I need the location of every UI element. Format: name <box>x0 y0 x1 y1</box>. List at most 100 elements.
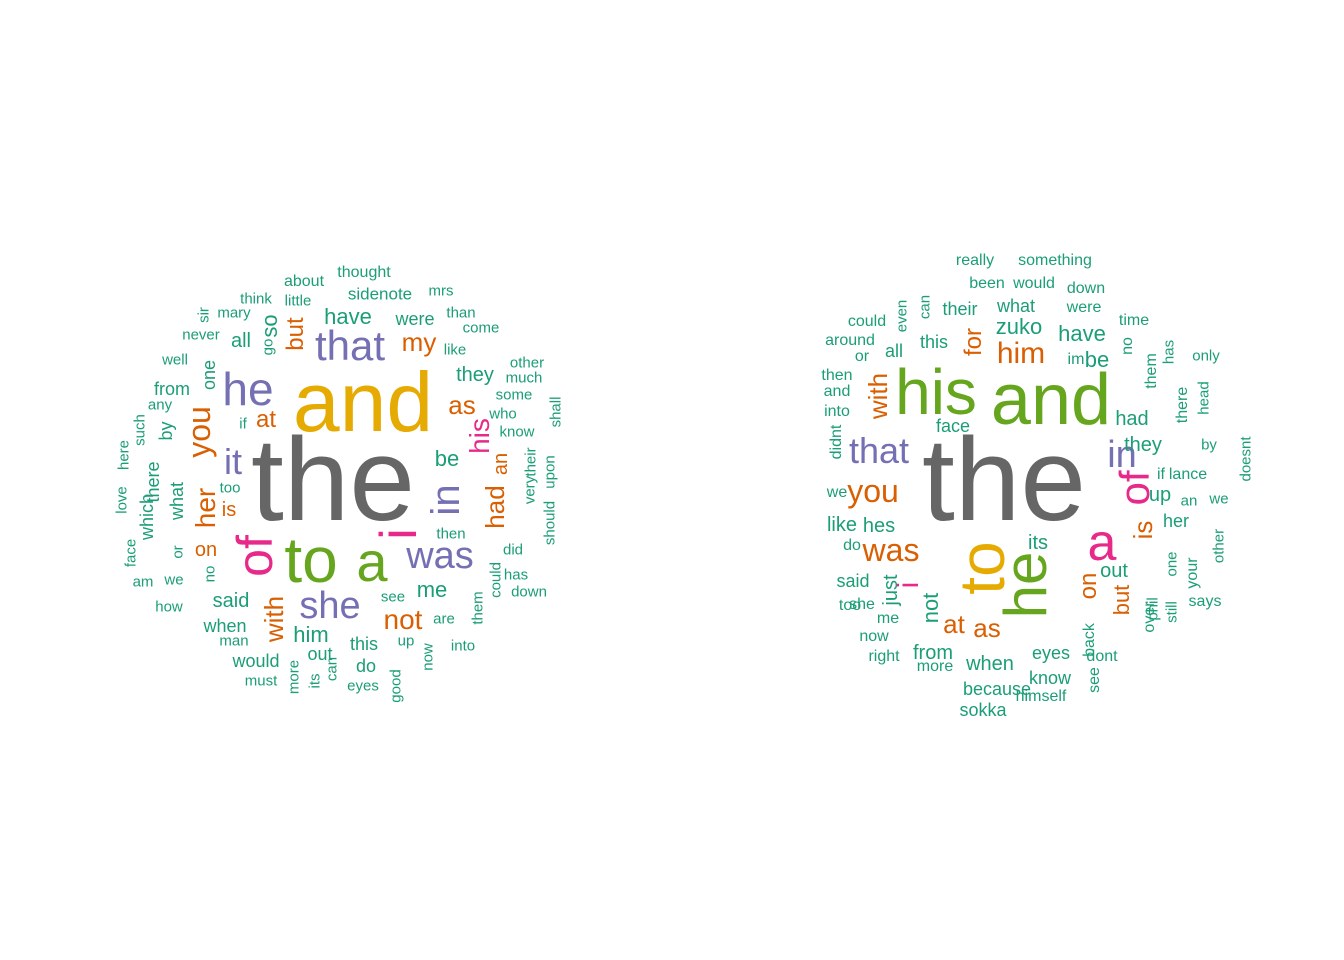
word-but: but <box>282 317 309 351</box>
word-love: love <box>113 486 131 514</box>
word-says: says <box>1188 593 1222 610</box>
word-for: for <box>960 327 987 357</box>
word-we: we <box>164 571 184 589</box>
word-if: if <box>239 415 247 433</box>
word-good: good <box>387 669 405 703</box>
word-said: said <box>836 571 870 591</box>
word-like: like <box>826 514 858 536</box>
word-of: of <box>227 535 283 577</box>
word-what: what <box>996 296 1036 316</box>
word-me: me <box>416 577 448 602</box>
word-them: them <box>469 591 487 625</box>
word-this: this <box>919 332 949 352</box>
word-a: a <box>356 530 388 593</box>
word-who: who <box>489 405 517 423</box>
word-we: we <box>1209 490 1229 508</box>
word-with: with <box>259 595 289 643</box>
word-man: man <box>219 632 249 650</box>
word-eyes: eyes <box>1031 643 1071 663</box>
word-so: so <box>257 314 282 338</box>
word-more: more <box>916 658 954 675</box>
word-too: too <box>838 597 862 614</box>
word-but: but <box>1109 584 1134 616</box>
word-on: on <box>1075 572 1102 600</box>
word-would: would <box>1013 275 1055 292</box>
word-them: them <box>1143 353 1160 389</box>
word-now: now <box>419 643 437 671</box>
word-about: about <box>283 273 325 290</box>
word-see: see <box>1086 667 1103 693</box>
word-eyes: eyes <box>347 677 379 695</box>
word-at: at <box>255 406 277 433</box>
word-than: than <box>446 304 476 322</box>
word-into: into <box>450 637 476 655</box>
word-had: had <box>1115 408 1149 430</box>
word-face: face <box>122 538 140 568</box>
word-in: in <box>424 484 468 516</box>
word-her: her <box>1162 511 1190 531</box>
word-could: could <box>847 313 887 330</box>
word-can: can <box>323 656 341 682</box>
word-with: with <box>863 372 893 420</box>
word-sokka: sokka <box>959 700 1007 720</box>
word-my: my <box>401 327 437 357</box>
word-him: him <box>996 337 1046 370</box>
word-she: she <box>299 585 361 627</box>
word-at: at <box>943 609 965 639</box>
word-really: really <box>955 252 995 269</box>
word-head: head <box>1195 381 1213 415</box>
word-all: all <box>230 330 252 352</box>
word-and: and <box>990 360 1112 440</box>
word-cloud-right: the and his to he a of in that you was him with for i a… <box>672 0 1344 960</box>
word-you: you <box>847 473 899 509</box>
word-by: by <box>1201 436 1217 454</box>
word-never: never <box>182 326 220 344</box>
word-he: he <box>992 551 1059 619</box>
word-and: and <box>823 383 851 400</box>
word-if: if <box>1157 466 1165 483</box>
word-didnt: didnt <box>828 424 845 460</box>
word-see: see <box>380 588 406 606</box>
word-in: in <box>1107 434 1137 476</box>
word-know: know <box>499 423 535 441</box>
word-think: think <box>240 290 272 308</box>
word-should: should <box>541 500 559 546</box>
word-must: must <box>244 672 278 690</box>
word-me: me <box>876 610 900 627</box>
word-the: the <box>250 414 416 546</box>
word-up: up <box>1148 484 1172 506</box>
word-was: was <box>406 535 474 577</box>
word-any: any <box>147 396 173 414</box>
word-like: like <box>443 341 467 359</box>
word-to: to <box>284 524 338 596</box>
word-his: his <box>895 356 977 428</box>
word-how: how <box>155 598 183 616</box>
word-much: much <box>505 369 543 387</box>
word-been: been <box>969 275 1005 292</box>
word-do: do <box>843 537 861 554</box>
word-little: little <box>284 292 312 310</box>
word-they: they <box>1124 434 1162 456</box>
word-what: what <box>167 481 187 521</box>
word-well: well <box>162 351 188 369</box>
word-come: come <box>462 319 500 337</box>
word-mary: mary <box>217 304 251 322</box>
word-out: out <box>1100 560 1128 582</box>
word-she: she <box>849 596 875 613</box>
word-be: be <box>1084 347 1110 372</box>
word-not: not <box>383 604 423 635</box>
word-his: his <box>464 418 495 454</box>
word-shall: shall <box>547 396 565 428</box>
word-her: her <box>190 487 221 529</box>
word-himself: himself <box>1015 688 1067 705</box>
word-could: could <box>487 562 505 598</box>
word-when: when <box>966 653 1014 675</box>
word-thought: thought <box>337 264 391 281</box>
word-be: be <box>434 446 460 471</box>
word-down: down <box>511 583 547 601</box>
word-over: over <box>1141 601 1158 633</box>
word-when: when <box>203 616 247 636</box>
word-out: out <box>307 644 333 664</box>
word-that: that <box>848 430 910 471</box>
